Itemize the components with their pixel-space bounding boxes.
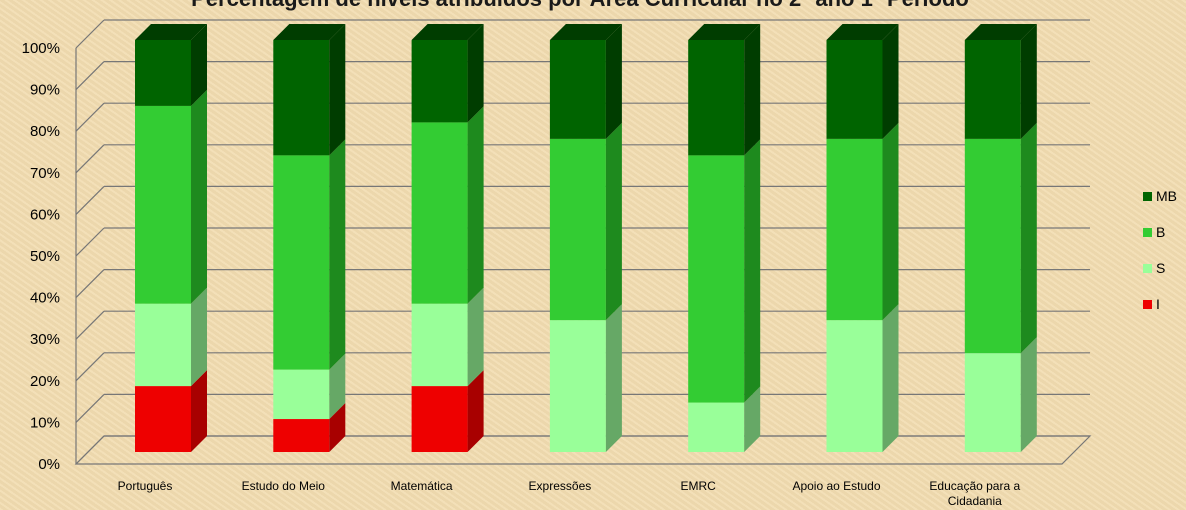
y-tick-label: 50% — [30, 248, 60, 265]
bar-i-estudo-do-meio — [273, 419, 330, 452]
bar-i-portugues — [135, 386, 191, 452]
bar-mb-apoio-ao-estudo — [826, 40, 883, 139]
y-tick-label: 10% — [30, 414, 60, 431]
bar-mb-educacao-para-a-cidadania — [964, 40, 1021, 139]
bar-b-expressoes — [549, 138, 606, 321]
bar-side-mb-matematica — [467, 24, 484, 123]
x-tick-label: Estudo do Meio — [242, 479, 326, 493]
bar-top-portugues — [135, 24, 207, 40]
bar-side-s-emrc — [744, 386, 761, 452]
bar-side-mb-educacao-para-a-cidadania — [1020, 24, 1037, 139]
y-tick-label: 30% — [30, 331, 60, 348]
bar-side-i-portugues — [191, 370, 207, 452]
y-tick-label: 40% — [30, 290, 60, 307]
bar-side-mb-estudo-do-meio — [329, 24, 346, 156]
grid-diagonal — [75, 352, 105, 382]
grid-diagonal — [75, 61, 105, 91]
legend-label-mb: MB — [1156, 188, 1177, 204]
bar-side-mb-emrc — [744, 24, 761, 156]
legend-swatch-s — [1143, 264, 1152, 273]
bar-side-i-matematica — [467, 370, 484, 452]
bars — [135, 24, 1037, 452]
bar-mb-emrc — [688, 40, 745, 156]
bar-side-s-educacao-para-a-cidadania — [1020, 337, 1037, 452]
bar-side-mb-portugues — [191, 24, 207, 106]
bar-side-b-apoio-ao-estudo — [882, 122, 899, 321]
bar-top-expressoes — [549, 24, 622, 40]
bar-i-matematica — [411, 386, 468, 452]
legend-swatch-mb — [1143, 192, 1152, 201]
legend: MB B S I — [1143, 188, 1177, 312]
y-tick-label: 100% — [22, 40, 60, 57]
bar-side-s-estudo-do-meio — [329, 353, 346, 420]
grid-diagonal — [75, 393, 105, 423]
bar-side-mb-apoio-ao-estudo — [882, 24, 899, 139]
bar-b-emrc — [688, 155, 745, 403]
bar-side-s-matematica — [467, 287, 484, 387]
bar-s-educacao-para-a-cidadania — [964, 353, 1021, 452]
bar-top-emrc — [688, 24, 761, 40]
bar-mb-matematica — [411, 40, 468, 123]
bar-side-s-portugues — [191, 287, 207, 387]
x-tick-label: EMRC — [681, 479, 717, 493]
bar-side-b-matematica — [467, 106, 484, 304]
y-tick-label: 0% — [38, 456, 60, 473]
grid-diagonal — [75, 144, 105, 174]
bar-mb-estudo-do-meio — [273, 40, 330, 156]
bar-b-matematica — [411, 122, 468, 304]
legend-label-i: I — [1156, 296, 1160, 312]
y-tick-label: 70% — [30, 165, 60, 182]
bar-b-apoio-ao-estudo — [826, 138, 883, 321]
bar-b-portugues — [135, 105, 191, 304]
x-tick-label: Apoio ao Estudo — [792, 479, 880, 493]
x-tick-label: Expressões — [529, 479, 592, 493]
bar-side-b-estudo-do-meio — [329, 139, 346, 370]
bar-side-i-estudo-do-meio — [329, 403, 346, 452]
x-tick-label: Português — [118, 479, 173, 493]
bar-top-matematica — [411, 24, 484, 40]
legend-label-b: B — [1156, 224, 1165, 240]
x-axis: Português Estudo do Meio Matemática Express… — [118, 479, 1021, 508]
chart-floor — [74, 435, 1092, 465]
bar-mb-expressoes — [549, 40, 606, 139]
grid-diagonal — [75, 227, 105, 257]
y-tick-label: 60% — [30, 206, 60, 223]
legend-swatch-i — [1143, 300, 1152, 309]
bar-side-b-portugues — [191, 89, 207, 304]
bar-b-educacao-para-a-cidadania — [964, 138, 1021, 354]
bar-s-apoio-ao-estudo — [826, 320, 883, 452]
grid-diagonal — [75, 310, 105, 340]
grid-diagonal — [75, 269, 105, 299]
bar-s-portugues — [135, 303, 191, 387]
bar-side-s-expressoes — [605, 304, 622, 452]
x-tick-label: Educação para a Cidadania — [929, 479, 1020, 508]
bar-b-estudo-do-meio — [273, 155, 330, 370]
bar-top-educacao-para-a-cidadania — [964, 24, 1037, 40]
legend-swatch-b — [1143, 228, 1152, 237]
bar-side-s-apoio-ao-estudo — [882, 304, 899, 452]
y-tick-label: 90% — [30, 82, 60, 99]
x-tick-label: Matemática — [391, 479, 453, 493]
bar-side-mb-expressoes — [605, 24, 622, 139]
bar-side-b-emrc — [744, 139, 761, 403]
y-axis: 0% 10% 20% 30% 40% 50% 60% 70% 80% 90% 100% — [22, 40, 60, 473]
legend-label-s: S — [1156, 260, 1165, 276]
bar-side-b-educacao-para-a-cidadania — [1020, 122, 1037, 354]
chart-title: Percentagem de níveis atribuídos por Áre… — [191, 0, 969, 11]
grid-diagonal — [75, 19, 105, 49]
y-tick-label: 20% — [30, 373, 60, 390]
bar-s-expressoes — [549, 320, 606, 452]
floor-outline — [74, 435, 1092, 465]
bar-side-b-expressoes — [605, 122, 622, 321]
bar-top-estudo-do-meio — [273, 24, 346, 40]
grid-diagonal — [75, 102, 105, 132]
bar-s-matematica — [411, 303, 468, 387]
bar-mb-portugues — [135, 40, 191, 106]
bar-top-apoio-ao-estudo — [826, 24, 899, 40]
bar-s-estudo-do-meio — [273, 369, 330, 420]
bar-s-emrc — [688, 402, 745, 452]
y-tick-label: 80% — [30, 123, 60, 140]
grid-diagonal — [75, 185, 105, 215]
